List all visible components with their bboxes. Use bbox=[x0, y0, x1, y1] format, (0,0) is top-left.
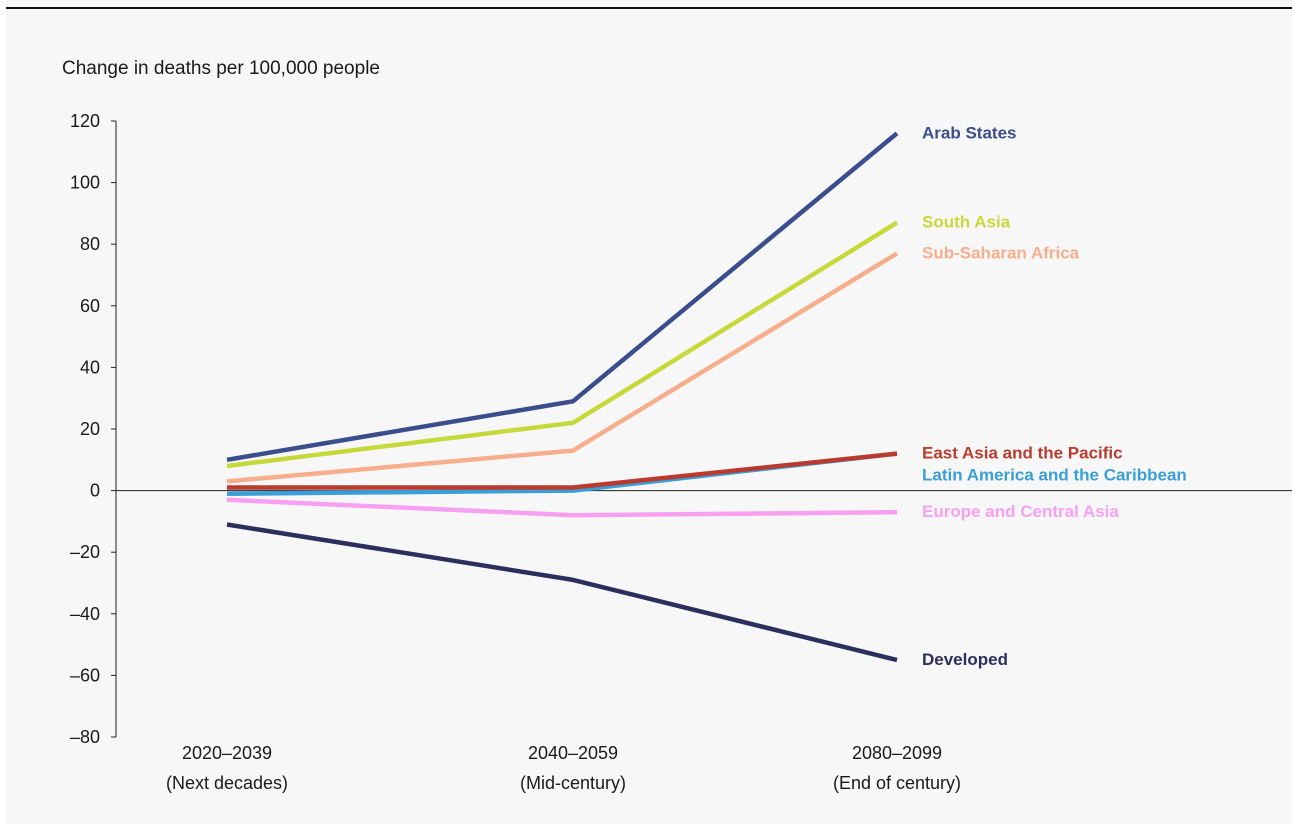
series-line-arab-states bbox=[226, 131, 899, 463]
series-line-east-asia-and-the-pacific bbox=[227, 451, 898, 490]
series-line-sub-saharan-africa bbox=[226, 251, 899, 484]
x-tick-sublabel: (Next decades) bbox=[166, 773, 288, 793]
series-label-south-asia: South Asia bbox=[922, 213, 1011, 232]
axes bbox=[115, 121, 1292, 737]
series-label-arab-states: Arab States bbox=[922, 123, 1016, 142]
series-line-europe-and-central-asia bbox=[226, 497, 898, 518]
y-tick-label: –20 bbox=[70, 542, 100, 562]
y-tick-label: 20 bbox=[80, 419, 100, 439]
y-tick-label: 120 bbox=[70, 111, 100, 131]
y-tick-label: 40 bbox=[80, 357, 100, 377]
y-tick-label: 80 bbox=[80, 234, 100, 254]
y-tick-label: 100 bbox=[70, 173, 100, 193]
top-rule bbox=[6, 7, 1292, 9]
x-tick-label: 2020–2039 bbox=[182, 743, 272, 763]
y-tick-label: –80 bbox=[70, 727, 100, 747]
y-tick-label: –40 bbox=[70, 604, 100, 624]
x-tick-sublabel: (End of century) bbox=[833, 773, 961, 793]
x-labels: 2020–2039 (Next decades) 2040–2059 (Mid-cen… bbox=[166, 743, 961, 793]
y-tick-label: 0 bbox=[90, 481, 100, 501]
series-lines bbox=[226, 131, 899, 663]
y-tick-label: 60 bbox=[80, 296, 100, 316]
series-label-sub-saharan-africa: Sub-Saharan Africa bbox=[922, 243, 1080, 262]
series-label-europe-and-central-asia: Europe and Central Asia bbox=[922, 502, 1119, 521]
x-tick-label: 2080–2099 bbox=[852, 743, 942, 763]
x-tick-label: 2040–2059 bbox=[528, 743, 618, 763]
y-axis-title: Change in deaths per 100,000 people bbox=[62, 58, 380, 79]
series-label-east-asia-and-the-pacific: East Asia and the Pacific bbox=[922, 444, 1123, 463]
series-line-south-asia bbox=[226, 220, 899, 469]
x-tick-sublabel: (Mid-century) bbox=[520, 773, 626, 793]
series-label-latin-america-and-the-caribbean: Latin America and the Caribbean bbox=[922, 466, 1187, 485]
chart-background bbox=[6, 0, 1292, 824]
y-ticks: 120 100 80 60 40 20 0 –20 –40 –60 –80 bbox=[70, 111, 116, 747]
y-tick-label: –60 bbox=[70, 665, 100, 685]
series-line-developed bbox=[226, 522, 898, 663]
series-label-developed: Developed bbox=[922, 650, 1008, 669]
series-labels: Arab States South Asia Sub-Saharan Africa E… bbox=[922, 123, 1187, 669]
